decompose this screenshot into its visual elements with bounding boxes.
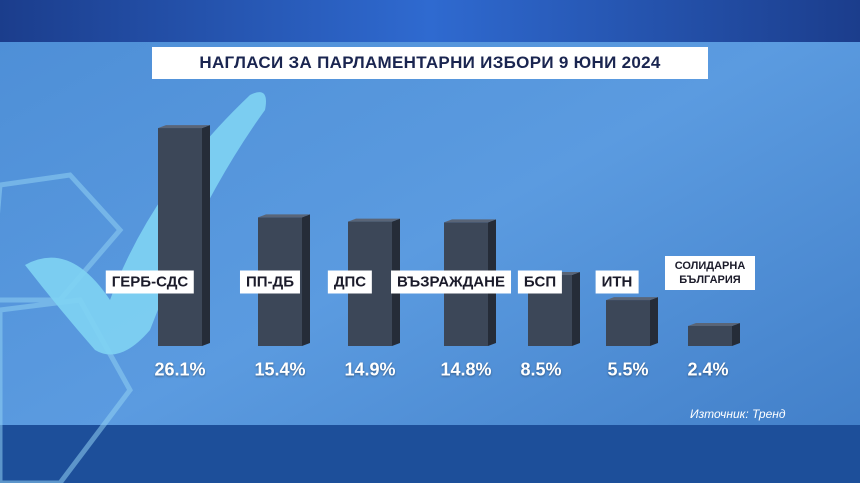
bar	[606, 300, 650, 346]
value-label: 15.4%	[254, 359, 306, 380]
value-label: 26.1%	[154, 359, 206, 380]
bar-top	[688, 322, 740, 326]
category-label: ДПС	[327, 270, 373, 294]
bottom-band	[0, 425, 860, 483]
bar-top	[158, 125, 210, 129]
category-label: ИТН	[595, 270, 639, 294]
bar-top	[258, 214, 310, 218]
bar-top	[444, 219, 496, 223]
value-label: 5.5%	[607, 359, 649, 380]
value-label: 14.8%	[440, 359, 492, 380]
bar-side	[650, 297, 658, 346]
chart-title: НАГЛАСИ ЗА ПАРЛАМЕНТАРНИ ИЗБОРИ 9 ЮНИ 20…	[152, 47, 708, 79]
value-label: 2.4%	[687, 359, 729, 380]
bar	[688, 325, 732, 346]
category-label: ПП-ДБ	[239, 270, 301, 294]
category-label: ВЪЗРАЖДАНЕ	[391, 270, 511, 294]
category-label: БСП	[517, 270, 563, 294]
bar-top	[348, 218, 400, 222]
category-label: ГЕРБ-СДС	[105, 270, 195, 294]
source-note: Източник: Тренд	[690, 407, 786, 421]
bar	[158, 128, 202, 346]
value-label: 14.9%	[344, 359, 396, 380]
bar-top	[606, 297, 658, 301]
bar-side	[732, 322, 740, 346]
value-label: 8.5%	[520, 359, 562, 380]
bar-side	[572, 272, 580, 346]
bar-side	[202, 125, 210, 346]
top-band	[0, 0, 860, 42]
bar-side	[302, 214, 310, 346]
category-label: СОЛИДАРНА БЪЛГАРИЯ	[665, 256, 755, 290]
